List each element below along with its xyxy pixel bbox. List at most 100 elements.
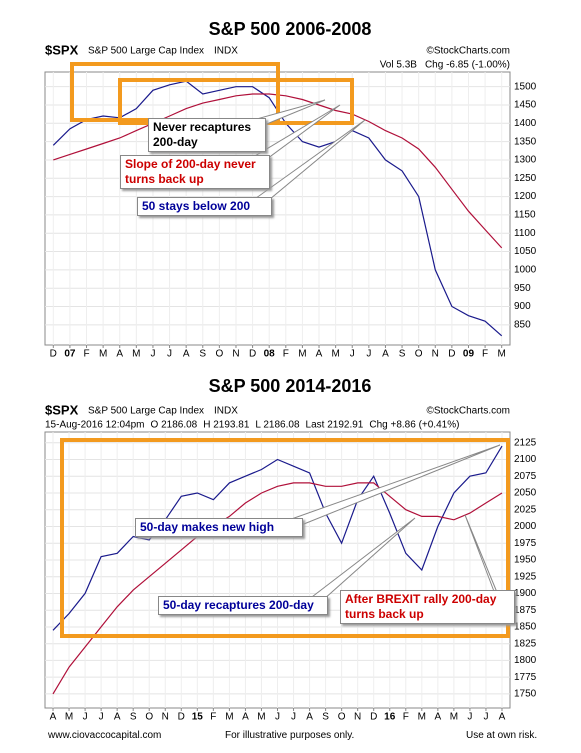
x-tick-label: M [418,712,426,723]
index-name: S&P 500 Large Cap Index [88,406,204,417]
highlight-box [60,438,510,638]
y-tick-label: 1400 [514,118,537,129]
x-tick-label: M [498,349,506,360]
x-tick-label: O [338,712,346,723]
quote: Last 2192.91 [306,420,364,431]
quote: Chg +8.86 (+0.41%) [369,420,459,431]
x-tick-label: N [354,712,361,723]
x-tick-label: S [199,349,206,360]
x-tick-label: M [65,712,73,723]
x-tick-label: N [432,349,439,360]
y-tick-label: 2025 [514,504,537,515]
annotation: After BREXIT rally 200-day turns back up [340,590,515,624]
y-tick-label: 1250 [514,173,537,184]
chart-title: S&P 500 2014-2016 [209,376,372,396]
y-tick-label: 1200 [514,191,537,202]
source: ©StockCharts.com [426,406,510,417]
y-tick-label: 1850 [514,622,537,633]
x-tick-label: J [150,349,155,360]
quote: Vol 5.3B [380,60,418,71]
index-name: S&P 500 Large Cap Index [88,46,204,57]
y-tick-label: 1950 [514,555,537,566]
y-tick-label: 2075 [514,471,537,482]
x-tick-label: J [99,712,104,723]
y-tick-label: 1925 [514,571,537,582]
y-tick-label: 1825 [514,638,537,649]
x-tick-label: O [145,712,153,723]
x-tick-label: 08 [264,349,276,360]
x-tick-label: J [467,712,472,723]
quote: L 2186.08 [255,420,300,431]
x-tick-label: M [257,712,265,723]
y-tick-label: 1450 [514,100,537,111]
x-tick-label: F [482,349,488,360]
y-tick-label: 1350 [514,136,537,147]
quote: O 2186.08 [151,420,198,431]
x-tick-label: N [162,712,169,723]
y-tick-label: 1300 [514,155,537,166]
x-tick-label: A [316,349,323,360]
x-tick-label: J [83,712,88,723]
x-tick-label: S [130,712,137,723]
quote: Chg -6.85 (-1.00%) [425,60,510,71]
x-tick-label: 16 [384,712,396,723]
x-tick-label: M [450,712,458,723]
x-tick-label: D [370,712,377,723]
chart-title: S&P 500 2006-2008 [209,19,372,39]
x-tick-label: F [83,349,89,360]
x-tick-label: S [322,712,329,723]
x-tick-label: J [275,712,280,723]
x-tick-label: J [350,349,355,360]
x-tick-label: A [435,712,442,723]
x-tick-label: M [298,349,306,360]
x-tick-label: A [50,712,57,723]
y-tick-label: 1875 [514,605,537,616]
quote: H 2193.81 [203,420,250,431]
y-tick-label: 1100 [514,228,536,239]
x-tick-label: F [210,712,216,723]
line-series [52,445,503,631]
x-tick-label: A [116,349,123,360]
x-tick-label: J [366,349,371,360]
y-tick-label: 2125 [514,437,537,448]
annotation: 50 stays below 200 [137,197,272,216]
y-tick-label: 1775 [514,672,537,683]
x-tick-label: D [249,349,256,360]
x-tick-label: A [306,712,313,723]
x-tick-label: 07 [64,349,76,360]
x-tick-label: N [232,349,239,360]
x-tick-label: J [167,349,172,360]
x-tick-label: A [499,712,506,723]
annotation: 50-day recaptures 200-day [158,596,328,615]
y-tick-label: 1750 [514,689,537,700]
source: ©StockCharts.com [426,46,510,57]
y-tick-label: 2000 [514,521,537,532]
y-tick-label: 1000 [514,265,537,276]
y-tick-label: 850 [514,319,531,330]
x-tick-label: A [183,349,190,360]
x-tick-label: 09 [463,349,475,360]
symbol: $SPX [45,42,79,57]
x-tick-label: D [50,349,57,360]
exchange: INDX [214,406,238,417]
y-tick-label: 1050 [514,246,537,257]
x-tick-label: M [132,349,140,360]
line-series [52,482,503,695]
symbol: $SPX [45,402,79,417]
x-tick-label: M [225,712,233,723]
x-tick-label: A [242,712,249,723]
y-tick-label: 1500 [514,81,537,92]
y-tick-label: 1900 [514,588,537,599]
x-tick-label: J [291,712,296,723]
x-tick-label: O [215,349,223,360]
y-tick-label: 950 [514,283,531,294]
y-tick-label: 2050 [514,488,537,499]
x-tick-label: D [178,712,185,723]
footer-center: For illustrative purposes only. [225,730,355,741]
annotation: Slope of 200-day never turns back up [120,155,270,189]
footer-right: Use at own risk. [466,730,538,741]
footer-left: www.ciovaccocapital.com [48,730,162,741]
annotation: 50-day makes new high [135,518,303,537]
exchange: INDX [214,46,238,57]
